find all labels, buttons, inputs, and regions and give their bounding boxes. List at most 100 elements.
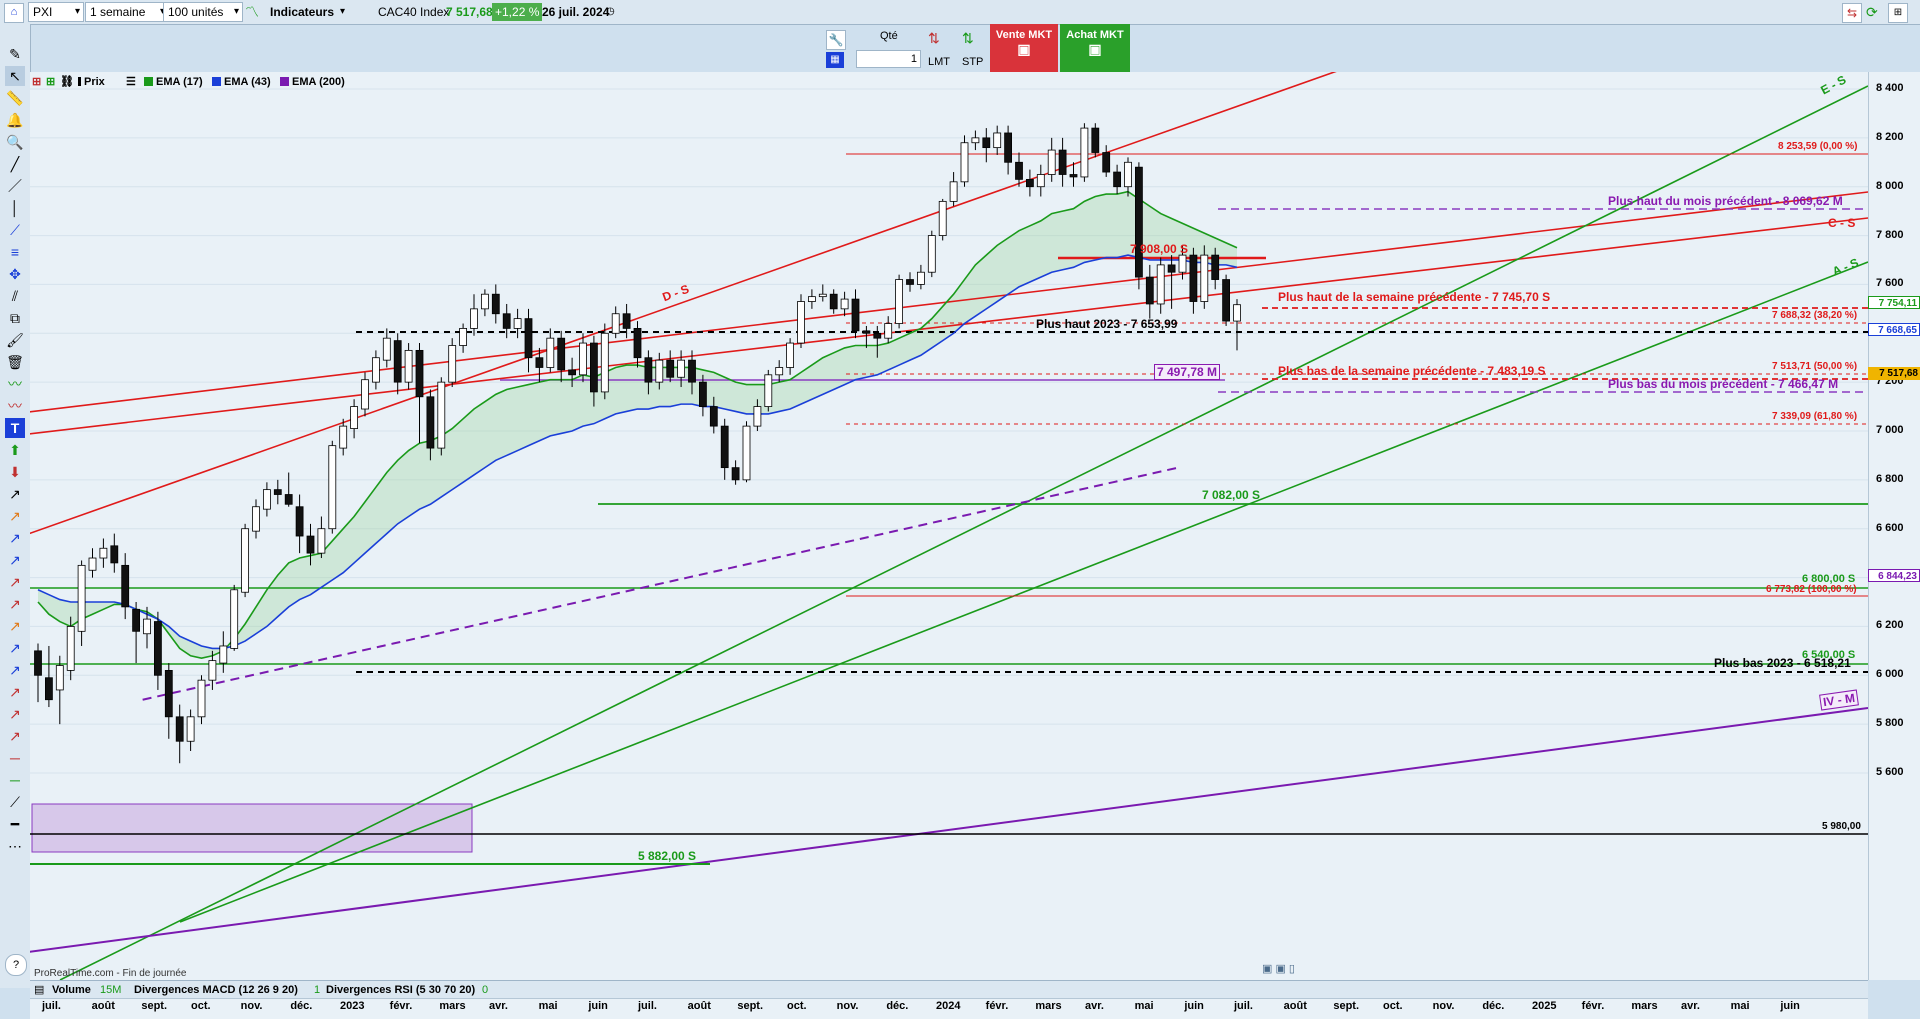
candle[interactable] (262, 482, 271, 517)
candle[interactable] (284, 472, 293, 507)
candle[interactable] (579, 333, 587, 383)
legend-list-icon[interactable]: ☰ (126, 76, 136, 88)
candle[interactable] (590, 335, 598, 407)
macd-label[interactable]: Divergences MACD (12 26 9 20) (134, 984, 298, 996)
candle[interactable] (88, 548, 97, 578)
legend-price[interactable]: Prix (78, 74, 105, 90)
candle[interactable] (1124, 157, 1132, 197)
arrow-line-icon[interactable]: ↗ (9, 486, 21, 502)
candle[interactable] (1156, 257, 1165, 314)
candle[interactable] (208, 650, 217, 690)
buy-market-button[interactable]: Achat MKT ▣ (1060, 24, 1130, 72)
candle[interactable] (906, 272, 914, 292)
candle[interactable] (328, 440, 337, 534)
candle[interactable] (927, 230, 936, 278)
candle[interactable] (808, 289, 816, 309)
trendline-red-2[interactable] (30, 191, 1868, 413)
price-axis[interactable] (1868, 72, 1920, 980)
wrench-icon[interactable]: 🔧 (826, 30, 846, 50)
restore-window-icon[interactable]: ⇆ (1842, 3, 1862, 23)
candle[interactable] (1233, 299, 1241, 351)
candle[interactable] (1113, 164, 1121, 195)
tool-blue-2-icon[interactable]: ↗ (9, 552, 21, 568)
tool-blue-1-icon[interactable]: ↗ (9, 530, 21, 546)
candle[interactable] (121, 553, 130, 620)
candle[interactable] (818, 284, 827, 302)
candle[interactable] (1135, 162, 1143, 290)
zoom-icon[interactable]: 🔍 (6, 134, 24, 150)
legend-ema17[interactable]: EMA (17) (144, 74, 203, 90)
trendline-ivm-purple[interactable] (30, 707, 1868, 953)
legend-add-green-icon[interactable]: ⊞ (46, 76, 56, 88)
arrow-down-icon[interactable]: ⬇ (9, 464, 21, 480)
lmt-icon[interactable]: ⇅ (928, 30, 940, 46)
price-chart-area[interactable]: ⊞ ⊞ ⛓ Prix ☰ EMA (17) EMA (43) EMA (200)… (30, 72, 1868, 980)
candle[interactable] (382, 328, 391, 368)
candle[interactable] (1047, 137, 1056, 182)
candle[interactable] (164, 663, 173, 739)
help-icon[interactable]: ? (5, 954, 27, 976)
candle[interactable] (775, 360, 784, 383)
candle[interactable] (1015, 152, 1023, 187)
tool-red-3-icon[interactable]: ↗ (9, 684, 21, 700)
candle[interactable] (982, 128, 991, 163)
wave-red-icon[interactable]: 〰 (8, 398, 22, 414)
candle[interactable] (110, 533, 119, 573)
candle[interactable] (873, 325, 882, 358)
ema200-line[interactable] (142, 466, 1179, 701)
candle[interactable] (1145, 264, 1154, 319)
candle[interactable] (1211, 247, 1220, 290)
chart-settings-icons[interactable]: ▣ ▣ ▯ (1262, 963, 1295, 975)
legend-add-icon[interactable]: ⊞ (32, 76, 42, 88)
candle[interactable] (306, 523, 315, 566)
tool-red-2-icon[interactable]: ↗ (9, 596, 21, 612)
candle[interactable] (175, 704, 184, 764)
candle[interactable] (393, 333, 402, 395)
candle[interactable] (219, 631, 228, 673)
cursor-icon[interactable]: ↖ (5, 66, 25, 86)
candle[interactable] (404, 343, 413, 390)
tool-blue-4-icon[interactable]: ↗ (9, 662, 21, 678)
candle[interactable] (513, 308, 522, 339)
candle[interactable] (197, 675, 206, 725)
candle[interactable] (99, 538, 108, 568)
fan-icon[interactable]: ⟋ (10, 222, 20, 238)
tool-orange-2-icon[interactable]: ↗ (9, 618, 21, 634)
candle[interactable] (1178, 245, 1187, 280)
panel-toggle-icon[interactable]: ▤ (34, 984, 45, 996)
candle[interactable] (557, 330, 566, 383)
tool-hline-icon[interactable]: ━ (10, 816, 20, 832)
candle[interactable] (1200, 245, 1209, 309)
candle[interactable] (34, 643, 42, 703)
candle[interactable] (491, 284, 500, 324)
candle[interactable] (535, 347, 544, 383)
tool-red-5-icon[interactable]: ↗ (9, 728, 21, 744)
candle[interactable] (699, 374, 707, 417)
candle[interactable] (709, 396, 718, 434)
candle[interactable] (666, 350, 675, 383)
instrument-select[interactable]: PXI (28, 2, 84, 22)
rsi-label[interactable]: Divergences RSI (5 30 70 20) (326, 984, 476, 996)
grid-icon[interactable]: ⊞ (1888, 3, 1908, 23)
candle[interactable] (1080, 123, 1089, 182)
candle[interactable] (622, 303, 631, 339)
candle[interactable] (786, 338, 794, 375)
candle[interactable] (546, 328, 555, 373)
candle[interactable] (1167, 255, 1176, 309)
candle[interactable] (688, 350, 696, 395)
price-chart[interactable] (30, 72, 1868, 980)
refresh-icon[interactable]: ⟳ (1866, 4, 1878, 20)
units-select[interactable]: 100 unités (163, 2, 243, 22)
candle[interactable] (317, 516, 326, 559)
candle[interactable] (415, 343, 424, 444)
candle[interactable] (677, 350, 685, 388)
candle[interactable] (753, 399, 762, 431)
tool-red-4-icon[interactable]: ↗ (9, 706, 21, 722)
trendline-cs-red[interactable] (30, 217, 1868, 435)
wave-green-icon[interactable]: 〰 (8, 376, 22, 392)
candle[interactable] (895, 274, 903, 329)
candle[interactable] (851, 289, 860, 339)
trendline-ds-red[interactable] (30, 72, 1340, 535)
candle[interactable] (143, 606, 151, 649)
candle[interactable] (77, 560, 86, 646)
